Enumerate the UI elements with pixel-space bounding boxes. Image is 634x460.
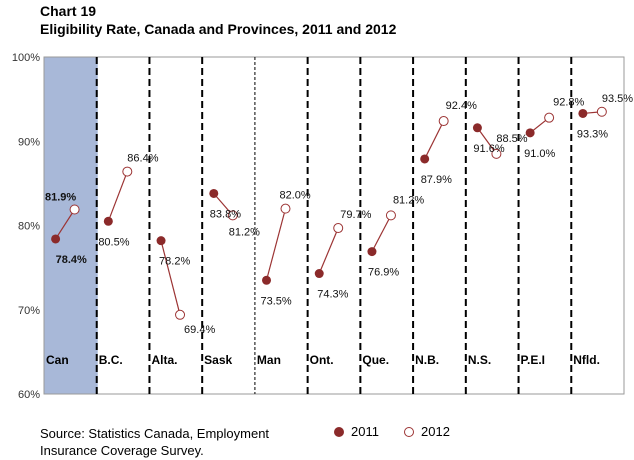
data-label-2012-7: 92.4%	[446, 100, 477, 112]
data-label-2011-0: 78.4%	[56, 254, 87, 266]
legend-2012: 2012	[403, 424, 450, 439]
data-label-2011-9: 91.0%	[524, 148, 555, 160]
point-2011-2	[156, 236, 166, 246]
y-tick-label: 80%	[18, 221, 40, 233]
category-label-0: Can	[46, 353, 69, 367]
category-label-1: B.C.	[99, 353, 123, 367]
connector-line-8	[476, 127, 497, 155]
category-label-5: Ont.	[310, 353, 334, 367]
legend-label-2012: 2012	[421, 424, 450, 439]
point-2012-10	[596, 106, 607, 117]
chart-title: Chart 19	[40, 3, 97, 19]
legend-label-2011: 2011	[351, 424, 379, 439]
point-2012-7	[438, 116, 449, 127]
category-label-6: Que.	[362, 353, 389, 367]
point-2011-5	[314, 269, 324, 279]
data-label-2012-5: 79.7%	[340, 209, 371, 221]
point-2011-0	[51, 234, 61, 244]
category-label-10: Nfld.	[573, 353, 600, 367]
category-label-2: Alta.	[151, 353, 177, 367]
highlight-band-canada	[44, 57, 98, 394]
point-2011-7	[420, 154, 430, 164]
chart-subtitle: Eligibility Rate, Canada and Provinces, …	[40, 21, 397, 37]
point-2012-6	[385, 210, 396, 221]
legend-marker-2012	[404, 426, 414, 437]
point-2011-3	[209, 188, 219, 198]
point-2011-10	[578, 108, 588, 118]
category-label-9: P.E.I	[521, 353, 545, 367]
data-label-2011-4: 73.5%	[261, 295, 292, 307]
point-2012-9	[544, 112, 555, 123]
legend-2011: 2011	[333, 424, 379, 439]
point-2012-5	[333, 223, 344, 234]
category-label-8: N.S.	[468, 353, 491, 367]
connector-line-5	[318, 227, 339, 274]
plot-border	[43, 56, 625, 395]
data-label-2012-10: 93.5%	[602, 93, 633, 105]
point-2012-8	[491, 148, 502, 159]
y-tick-label: 60%	[18, 389, 40, 401]
point-2011-4	[262, 275, 272, 285]
data-label-2012-3: 81.2%	[229, 226, 260, 238]
data-label-2011-8: 91.6%	[473, 143, 504, 155]
point-2012-3	[227, 210, 238, 221]
data-label-2011-7: 87.9%	[421, 174, 452, 186]
connector-line-1	[107, 171, 128, 222]
point-2011-1	[103, 216, 113, 226]
point-2012-1	[122, 166, 133, 177]
data-label-2011-1: 80.5%	[98, 236, 129, 248]
data-label-2012-1: 86.4%	[127, 153, 158, 165]
y-tick-label: 100%	[12, 52, 40, 64]
point-2012-0	[69, 204, 80, 215]
data-label-2012-8: 88.5%	[496, 133, 527, 145]
data-label-2012-0: 81.9%	[45, 191, 76, 203]
data-label-2011-2: 78.2%	[159, 256, 190, 268]
data-label-2012-9: 92.8%	[553, 97, 584, 109]
data-label-2012-4: 82.0%	[279, 190, 310, 202]
point-2011-6	[367, 247, 377, 257]
connector-line-6	[371, 215, 392, 252]
connector-line-0	[55, 209, 76, 240]
data-label-2012-6: 81.2%	[393, 194, 424, 206]
category-label-7: N.B.	[415, 353, 439, 367]
connector-line-7	[424, 120, 445, 160]
data-label-2011-5: 74.3%	[317, 289, 348, 301]
y-tick-label: 70%	[18, 305, 40, 317]
point-2011-9	[525, 128, 535, 138]
category-label-3: Sask	[204, 353, 232, 367]
chart-plot: 60% 70% 80% 90% 100% 78.4% 81.9% Can 80.5% 86.4% B…	[12, 52, 633, 401]
y-tick-label: 90%	[18, 136, 40, 148]
connector-line-4	[265, 208, 287, 281]
source-note: Source: Statistics Canada, Employment In…	[40, 426, 270, 458]
point-2012-2	[175, 309, 186, 320]
legend-marker-2011	[334, 426, 344, 437]
data-label-2011-3: 83.8%	[210, 208, 241, 220]
point-2011-8	[472, 123, 482, 133]
point-2012-4	[280, 203, 291, 214]
data-label-2012-2: 69.4%	[184, 324, 215, 336]
category-label-4: Man	[257, 353, 281, 367]
data-label-2011-6: 76.9%	[368, 267, 399, 279]
data-label-2011-10: 93.3%	[577, 128, 608, 140]
connector-line-2	[160, 240, 181, 315]
